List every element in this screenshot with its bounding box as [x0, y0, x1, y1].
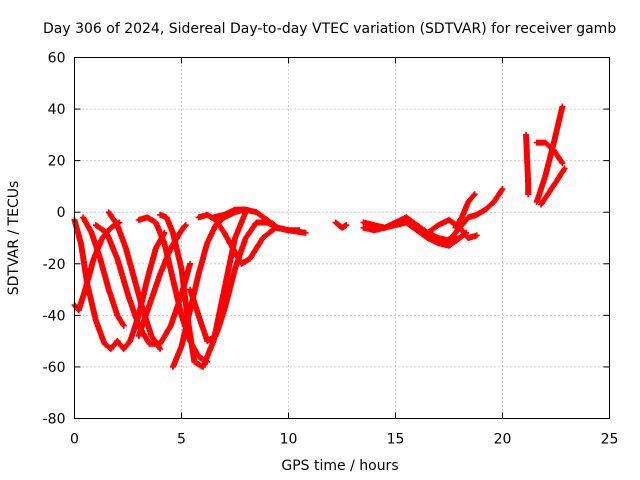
y-tick-label: 20: [48, 154, 66, 170]
y-tick-label: 40: [48, 102, 66, 118]
y-tick-label: -80: [43, 412, 66, 428]
series-arc-9: [157, 209, 249, 370]
series-arc-12: [195, 211, 309, 267]
x-tick-label: 15: [387, 432, 405, 448]
data-marker: [533, 139, 566, 167]
data-marker: [332, 219, 350, 231]
y-tick-label: -60: [43, 360, 66, 376]
data-marker: [523, 131, 532, 198]
series-arc-23: [533, 139, 566, 167]
y-tick-label: 60: [48, 51, 66, 67]
series-arc-22: [538, 165, 568, 208]
x-tick-label: 5: [177, 432, 186, 448]
data-points: [71, 103, 568, 370]
grid: [74, 57, 610, 419]
series-arc-19: [452, 191, 478, 231]
y-tick-label: 0: [57, 205, 66, 221]
y-tick-label: -20: [43, 257, 66, 273]
x-tick-label: 0: [70, 432, 79, 448]
series-arc-20: [523, 131, 532, 198]
x-tick-label: 10: [280, 432, 298, 448]
x-axis-label: GPS time / hours: [281, 458, 398, 474]
series-arc-13: [210, 206, 303, 234]
series-arc-3: [80, 214, 127, 329]
data-marker: [439, 186, 506, 247]
data-marker: [187, 219, 281, 345]
data-marker: [114, 229, 168, 352]
chart-title: Day 306 of 2024, Sidereal Day-to-day VTE…: [43, 21, 616, 37]
data-marker: [538, 165, 568, 208]
series-arc-8: [135, 222, 189, 339]
series-arc-11: [187, 219, 281, 345]
data-marker: [80, 214, 127, 329]
data-marker: [210, 206, 303, 234]
x-tick-label: 25: [601, 432, 619, 448]
axis-ticks: 0 5 10 15 20 25 -80 -60 -40 -20 0 20 40 60: [43, 51, 619, 448]
series-arc-6: [114, 229, 168, 352]
y-tick-label: -40: [43, 308, 66, 324]
data-marker: [135, 222, 189, 339]
data-marker: [452, 191, 478, 231]
series-arc-18: [439, 186, 506, 247]
x-tick-label: 20: [494, 432, 512, 448]
data-marker: [157, 209, 249, 370]
series-arc-14: [332, 219, 350, 231]
data-marker: [195, 211, 309, 267]
plot-frame: [74, 57, 610, 419]
y-axis-label: SDTVAR / TECUs: [6, 181, 22, 296]
